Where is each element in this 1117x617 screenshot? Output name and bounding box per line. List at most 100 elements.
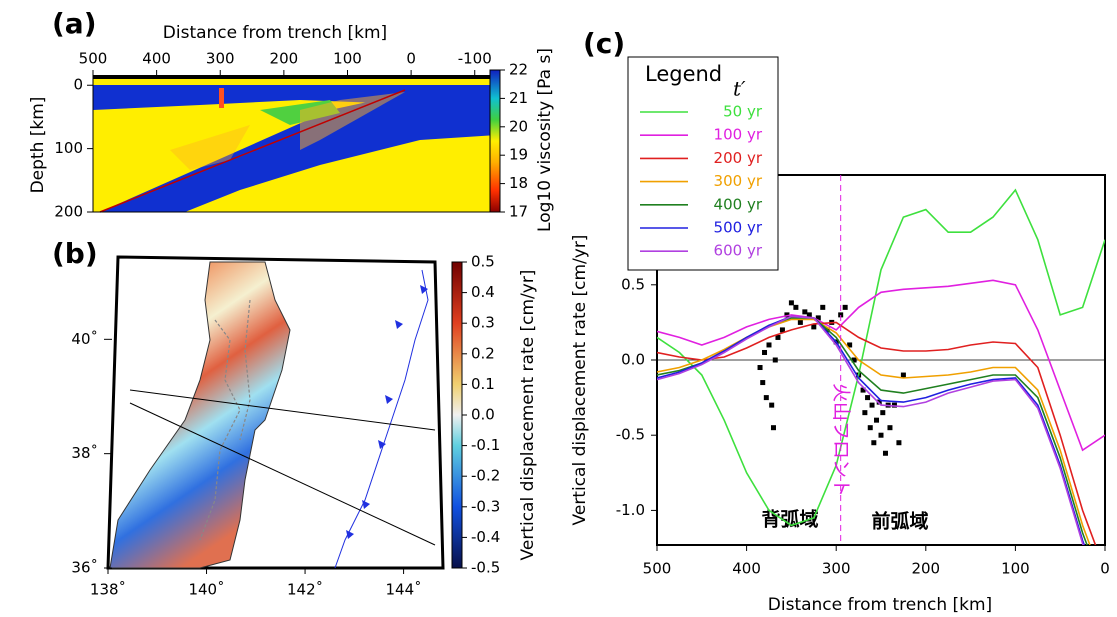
- observation-point: [860, 387, 866, 393]
- series-line: [657, 317, 1088, 545]
- annotation: 背弧域: [761, 508, 818, 531]
- legend-box: [627, 56, 779, 271]
- colorbar-tick-label: 17: [509, 203, 528, 221]
- series-line: [657, 315, 1086, 545]
- colorbar-tick-label: -0.2: [471, 467, 500, 485]
- y-tick-label: 0.0: [621, 351, 645, 369]
- x-tick-label: 142˚: [287, 581, 323, 599]
- colorbar-tick-label: 0.3: [471, 314, 495, 332]
- colorbar-tick-label: 0.2: [471, 344, 495, 362]
- colorbar-label: Log10 viscosity [Pa s]: [535, 48, 555, 232]
- panel-label: (c): [583, 27, 625, 60]
- observation-point: [871, 440, 877, 446]
- observation-point: [760, 380, 766, 386]
- y-axis-label: Vertical displacement rate [cm/yr]: [570, 235, 590, 526]
- colorbar: [489, 69, 501, 213]
- observation-point: [779, 327, 785, 333]
- series-line: [657, 318, 1091, 545]
- observation-point: [762, 349, 768, 355]
- x-tick-label: 200: [270, 50, 299, 68]
- observation-point: [847, 342, 853, 348]
- y-tick-label: 200: [54, 203, 83, 221]
- colorbar-tick-label: 21: [509, 89, 528, 107]
- plot-area: [657, 188, 1105, 545]
- observation-point: [815, 315, 821, 321]
- observation-point: [887, 425, 893, 431]
- volcanic-front-label: 火山フロント: [830, 383, 852, 497]
- observation-point: [874, 417, 880, 423]
- colorbar-tick-label: 22: [509, 61, 528, 79]
- observation-point: [797, 319, 803, 325]
- x-tick-label: 400: [142, 50, 171, 68]
- x-tick-label: 100: [1001, 560, 1030, 578]
- observation-point: [802, 309, 808, 315]
- observation-point: [763, 395, 769, 401]
- x-axis-label: Distance from trench [km]: [163, 23, 387, 43]
- x-tick-label: 0: [406, 50, 416, 68]
- x-tick-label: 138˚: [90, 581, 126, 599]
- colorbar: [451, 261, 463, 569]
- colorbar-tick-label: 19: [509, 146, 528, 164]
- observation-point: [865, 395, 871, 401]
- y-tick-label: 100: [54, 139, 83, 157]
- legend-label: 50 yr: [723, 103, 763, 121]
- observation-point: [772, 357, 778, 363]
- legend-label: 300 yr: [714, 172, 763, 190]
- observation-point: [775, 334, 781, 340]
- legend-label: 200 yr: [714, 149, 763, 167]
- observation-point: [770, 425, 776, 431]
- annotation: 前弧域: [871, 510, 928, 533]
- observation-point: [820, 304, 826, 310]
- observation-point: [811, 324, 817, 330]
- observation-point: [766, 342, 772, 348]
- colorbar-tick-label: -0.3: [471, 497, 500, 515]
- observation-point: [867, 425, 873, 431]
- series-line: [657, 315, 1085, 545]
- series-line: [657, 279, 1105, 452]
- y-tick-label: -1.0: [616, 501, 645, 519]
- y-tick-label: 36˚: [71, 559, 98, 577]
- observation-point: [869, 402, 875, 408]
- observation-point: [880, 410, 886, 416]
- colorbar-tick-label: 0.1: [471, 375, 495, 393]
- x-tick-label: 400: [732, 560, 761, 578]
- legend-label: 600 yr: [714, 242, 763, 260]
- y-tick-label: 0.5: [621, 275, 645, 293]
- observation-point: [900, 372, 906, 378]
- x-tick-label: -100: [458, 50, 492, 68]
- y-tick-label: 38˚: [71, 444, 98, 462]
- legend-label: 500 yr: [714, 219, 763, 237]
- series-line: [657, 321, 1097, 545]
- observation-point: [769, 402, 775, 408]
- colorbar-label: Vertical displacement rate [cm/yr]: [518, 270, 538, 561]
- colorbar-tick-label: -0.1: [471, 436, 500, 454]
- observation-point: [806, 312, 812, 318]
- x-tick-label: 300: [822, 560, 851, 578]
- observation-point: [842, 304, 848, 310]
- colorbar-tick-label: 0.4: [471, 283, 495, 301]
- observation-point: [878, 432, 884, 438]
- observation-point: [876, 399, 882, 405]
- observation-point: [793, 304, 799, 310]
- x-tick-label: 100: [333, 50, 362, 68]
- observation-point: [882, 450, 888, 456]
- observation-point: [838, 312, 844, 318]
- panel-label: (b): [52, 237, 98, 270]
- x-tick-label: 144˚: [386, 581, 422, 599]
- x-tick-label: 500: [643, 560, 672, 578]
- series-line: [657, 188, 1105, 527]
- observation-point: [896, 440, 902, 446]
- observation-point: [851, 357, 857, 363]
- observation-point: [862, 410, 868, 416]
- legend-label: 100 yr: [714, 126, 763, 144]
- colorbar-tick-label: 18: [509, 174, 528, 192]
- viscosity-section: [92, 75, 498, 213]
- colorbar-tick-label: 20: [509, 117, 528, 135]
- colorbar-tick-label: 0.0: [471, 406, 495, 424]
- legend-subtitle: t′: [733, 77, 746, 101]
- x-tick-label: 0: [1100, 560, 1110, 578]
- y-tick-label: 40˚: [71, 330, 98, 348]
- legend-title: Legend: [645, 62, 722, 86]
